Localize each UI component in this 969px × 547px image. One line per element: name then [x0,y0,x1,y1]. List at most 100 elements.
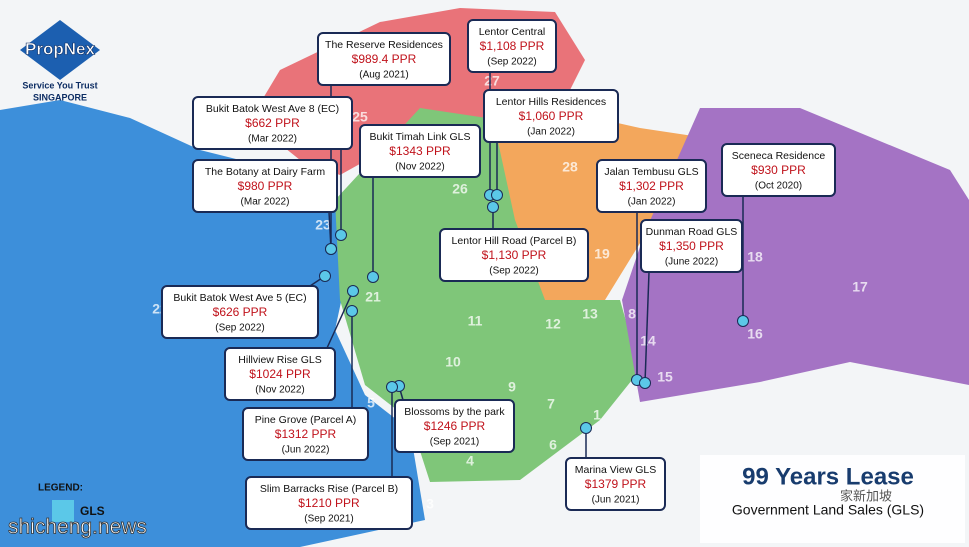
site-date: (Nov 2022) [255,385,304,396]
callout-box [467,19,557,73]
site-date: (Jan 2022) [527,127,575,138]
site-name: Pine Grove (Parcel A) [255,414,357,426]
gls-marker [319,270,331,282]
site-price: $1312 PPR [275,427,337,441]
callout-box [224,347,336,401]
site-price: $1,130 PPR [482,248,547,262]
callout-box [394,399,515,453]
site-date: (Sep 2021) [430,437,479,448]
site-price: $1024 PPR [249,367,311,381]
site-name: Lentor Central [479,26,546,38]
callout-box [596,159,707,213]
district-number: 6 [549,437,557,453]
heading-title: 99 Years Lease [742,463,914,490]
district-number: 3 [426,496,434,512]
logo-name: PropNex [25,39,95,58]
site-name: Lentor Hill Road (Parcel B) [452,235,577,247]
site-date: (Oct 2020) [755,181,802,192]
callout-box [721,143,836,197]
site-price: $1,302 PPR [619,179,684,193]
site-name: Bukit Batok West Ave 8 (EC) [206,103,339,115]
site-date: (Mar 2022) [241,197,290,208]
district-number: 28 [562,159,578,175]
legend: LEGEND: GLS [38,483,105,522]
logo-diamond [20,20,100,80]
district-number: 19 [594,246,610,262]
leader-line [326,290,354,349]
district-number: 17 [852,279,868,295]
site-price: $1,108 PPR [480,39,545,53]
region-central [335,108,640,482]
district-number: 27 [484,73,500,89]
district-number: 1 [593,407,601,423]
site-name: Lentor Hills Residences [496,96,606,108]
site-date: (Aug 2021) [359,70,408,81]
district-number: 23 [315,217,331,233]
leader-line [328,211,332,250]
site-price: $980 PPR [238,179,293,193]
site-name: Dunman Road GLS [646,226,738,238]
district-number: 7 [547,396,555,412]
gls-marker [325,243,337,255]
gls-marker [737,315,749,327]
gls-marker [335,229,347,241]
site-price: $1379 PPR [585,477,647,491]
watermark: 家新加坡 [840,488,892,503]
gls-marker [346,305,358,317]
legend-swatch [52,500,74,522]
district-number: 14 [640,333,656,349]
site-callouts: The Reserve Residences$989.4 PPR (Aug 202… [161,19,836,530]
site-name: The Botany at Dairy Farm [205,166,325,178]
site-name: Blossoms by the park [404,406,505,418]
district-number: 25 [352,109,368,125]
callout-box [242,407,369,461]
district-number: 5 [367,395,375,411]
site-price: $662 PPR [245,116,300,130]
site-date: (Sep 2022) [215,323,264,334]
gls-marker [487,201,499,213]
district-number: 15 [657,369,673,385]
gls-marker [580,422,592,434]
site-name: The Reserve Residences [325,39,443,51]
district-number: 11 [468,313,483,329]
site-date: (Mar 2022) [248,134,297,145]
callout-box [192,96,353,150]
site-date: (Jan 2022) [628,197,676,208]
site-date: (Sep 2022) [487,57,536,68]
site-date: (Nov 2022) [395,162,444,173]
site-date: (Sep 2021) [304,514,353,525]
district-number: 21 [365,289,381,305]
callout-box [640,219,743,273]
site-date: (Jun 2022) [282,445,330,456]
site-price: $1,350 PPR [659,239,724,253]
site-name: Bukit Batok West Ave 5 (EC) [173,292,306,304]
callout-box [317,32,451,86]
callout-box [359,124,481,178]
site-price: $989.4 PPR [352,52,417,66]
site-date: (June 2022) [665,257,718,268]
gls-marker [347,285,359,297]
callout-box [161,285,319,339]
callout-box [245,476,413,530]
site-date: (Sep 2022) [489,266,538,277]
logo-region: SINGAPORE [33,92,87,102]
site-name: Jalan Tembusu GLS [604,166,698,178]
callout-box [192,159,338,213]
callout-box [565,457,666,511]
callout-box [483,89,619,143]
heading-panel [700,455,965,543]
watermark: shicheng.news [8,516,147,539]
site-price: $1210 PPR [298,496,360,510]
site-price: $1343 PPR [389,144,451,158]
leader-line [644,271,650,384]
district-number: 18 [747,249,763,265]
logo: PropNex Service You Trust SINGAPORE [20,20,100,102]
gls-marker [639,377,651,389]
district-number: 12 [545,316,561,332]
legend-title: LEGEND: [38,483,83,494]
district-number: 8 [628,306,636,322]
site-price: $930 PPR [751,163,806,177]
site-name: Bukit Timah Link GLS [370,131,471,143]
